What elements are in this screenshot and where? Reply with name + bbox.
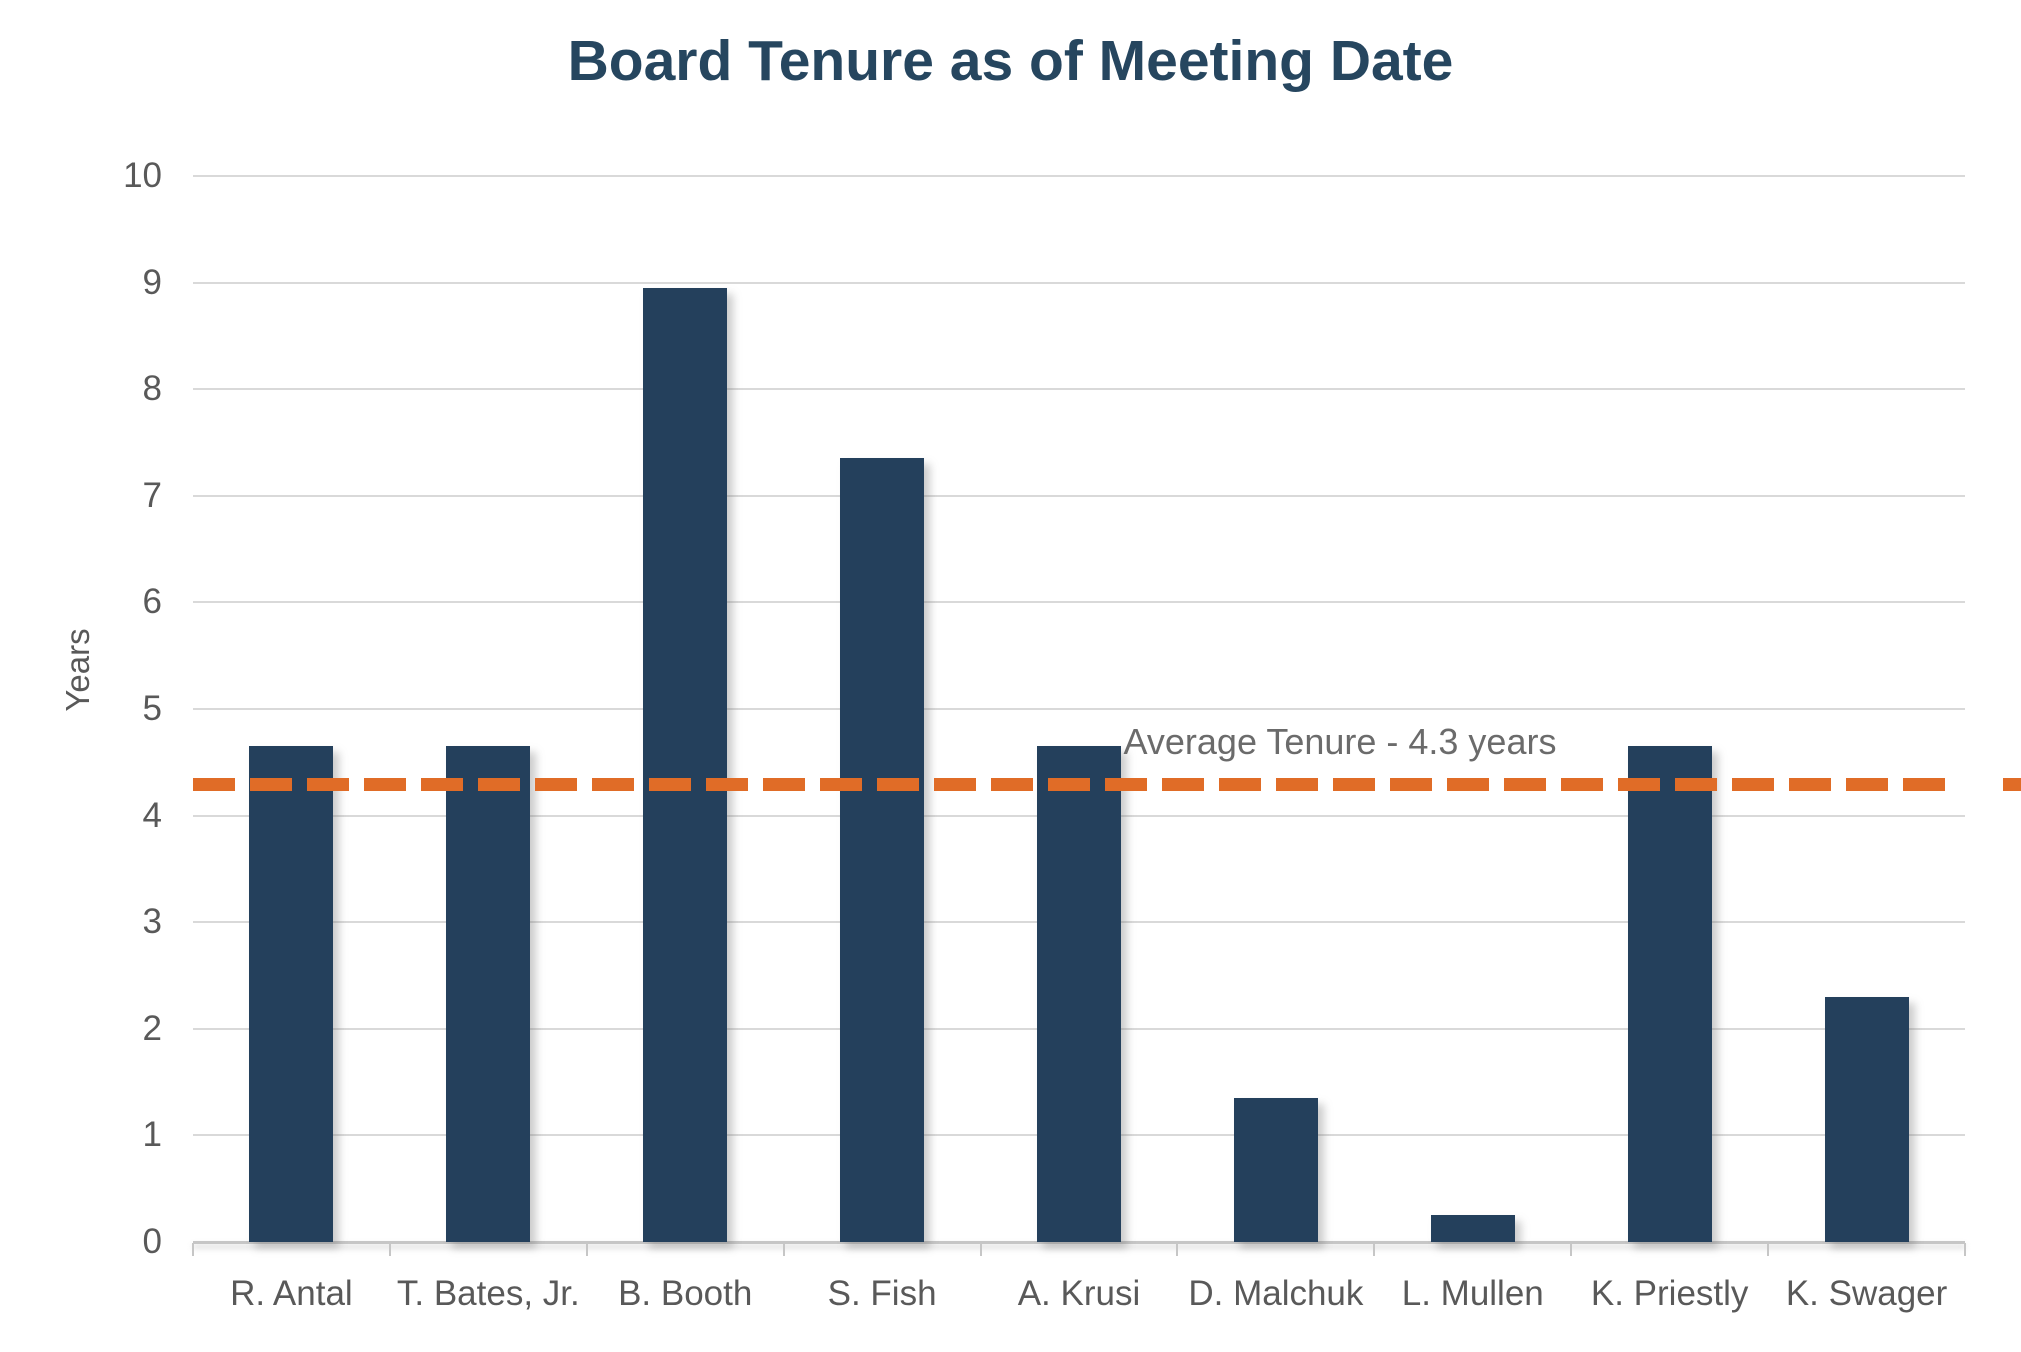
gridline [193, 601, 1965, 604]
x-axis-line [193, 1241, 1965, 1244]
x-axis-tick [192, 1243, 194, 1256]
y-axis-tick-label: 1 [142, 1115, 162, 1155]
x-axis-tick [1767, 1243, 1770, 1256]
y-axis-tick-label: 10 [123, 156, 162, 195]
y-axis-tick-label: 2 [142, 1008, 162, 1048]
x-axis-label: D. Malchuk [1188, 1274, 1364, 1313]
bar [1824, 996, 1909, 1242]
x-axis-tick [1964, 1243, 1966, 1256]
x-axis-tick [1176, 1243, 1179, 1256]
average-tenure-line [193, 777, 1957, 791]
y-axis-tick-label: 9 [142, 262, 162, 302]
y-axis-tick-label: 8 [142, 369, 162, 409]
x-axis-label: A. Krusi [1017, 1274, 1141, 1313]
x-axis-label: K. Priestly [1590, 1274, 1749, 1313]
gridline [193, 708, 1965, 710]
x-axis-label: T. Bates, Jr. [396, 1274, 580, 1313]
bar [1037, 746, 1121, 1242]
average-tenure-line-edge-fragment [2003, 777, 2021, 791]
x-axis-tick [388, 1243, 391, 1256]
bar [643, 287, 728, 1242]
y-axis-tick-label: 5 [142, 689, 162, 728]
average-tenure-label: Average Tenure - 4.3 years [1123, 720, 1557, 762]
y-axis-tick-label: 6 [142, 582, 162, 622]
x-axis-label: K. Swager [1785, 1274, 1948, 1313]
chart-title: Board Tenure as of Meeting Date [567, 29, 1454, 93]
gridline [193, 175, 1965, 177]
gridline [193, 281, 1965, 284]
gridline [193, 494, 1965, 497]
bar [1233, 1098, 1318, 1242]
y-axis-tick-label: 3 [142, 902, 162, 942]
y-axis-tick-label: 0 [142, 1222, 162, 1261]
bar [249, 746, 334, 1242]
x-axis-label: B. Booth [618, 1274, 753, 1313]
x-axis-tick [979, 1243, 982, 1256]
x-axis-tick [585, 1243, 588, 1256]
gridline [193, 388, 1965, 391]
bar [1430, 1215, 1515, 1242]
x-axis-label: R. Antal [230, 1274, 353, 1313]
bar [446, 746, 531, 1242]
bar [840, 458, 925, 1242]
x-axis-tick [1570, 1243, 1573, 1256]
y-axis-tick-label: 7 [142, 475, 162, 515]
x-axis-label: L. Mullen [1401, 1274, 1544, 1313]
x-axis-tick [1373, 1243, 1376, 1256]
x-axis-tick [782, 1243, 785, 1256]
y-axis-tick-label: 4 [142, 795, 162, 835]
bar [1627, 746, 1712, 1242]
x-axis-label: S. Fish [827, 1274, 937, 1313]
